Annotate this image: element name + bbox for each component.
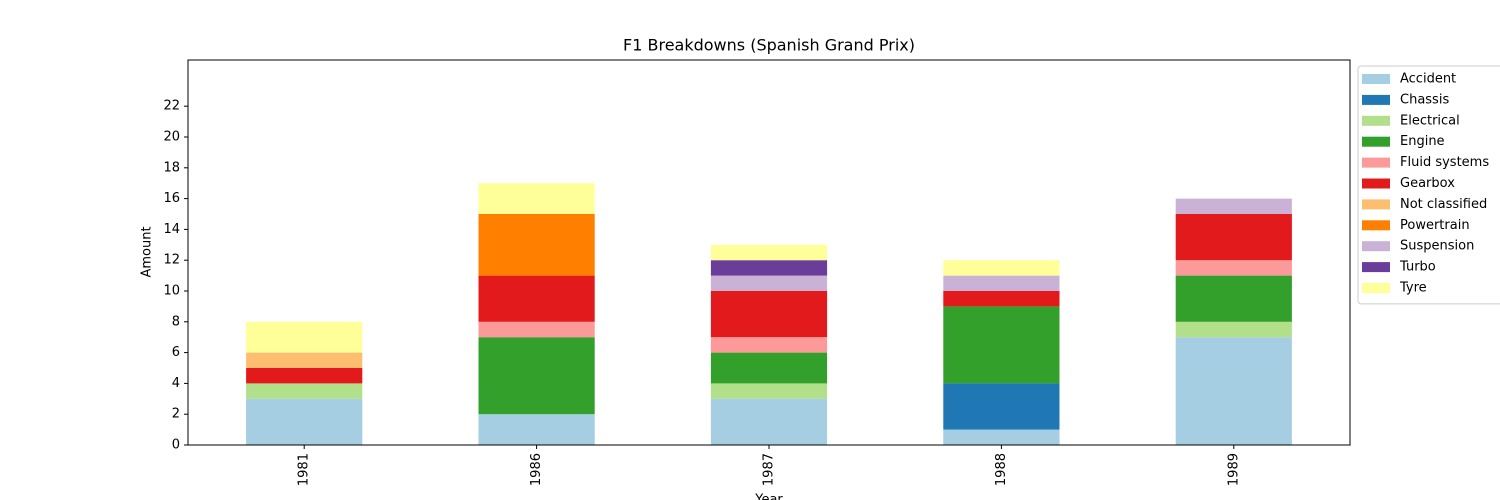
bar-segment <box>710 383 828 399</box>
plot-frame <box>187 59 1351 446</box>
legend-label: Chassis <box>1400 92 1449 107</box>
chart-title: F1 Breakdowns (Spanish Grand Prix) <box>623 36 915 55</box>
legend-label: Not classified <box>1400 197 1487 212</box>
legend-swatch <box>1362 115 1390 126</box>
bar-segment <box>943 291 1060 307</box>
legend-swatch <box>1362 74 1390 84</box>
y-tick-label: 22 <box>163 99 180 114</box>
bar-segment <box>943 429 1060 445</box>
bar-segment <box>478 214 595 276</box>
y-tick-label: 8 <box>172 314 180 329</box>
bar-segment <box>246 383 363 399</box>
legend-label: Electrical <box>1400 113 1460 128</box>
bar-segment <box>1175 321 1292 338</box>
bar-segment <box>1175 214 1292 261</box>
bar-segment <box>710 337 828 353</box>
legend-label: Engine <box>1400 134 1445 149</box>
bar-segment <box>710 352 828 384</box>
y-tick-label: 6 <box>172 345 180 360</box>
y-tick-label: 12 <box>163 253 180 268</box>
bar-segment <box>710 244 828 261</box>
y-tick-label: 20 <box>163 130 180 145</box>
bar-segment <box>246 321 363 353</box>
y-axis-label: Amount <box>140 226 155 277</box>
legend-swatch <box>1362 199 1390 210</box>
bar-segment <box>478 275 595 322</box>
legend-box <box>1357 65 1500 305</box>
x-tick-label: 1988 <box>994 453 1009 486</box>
bar-segment <box>943 383 1060 430</box>
legend-label: Suspension <box>1400 239 1474 254</box>
x-tick-label: 1989 <box>1226 453 1241 486</box>
bar-segment <box>478 183 595 214</box>
y-tick-label: 4 <box>172 376 180 391</box>
bar-segment <box>246 398 363 445</box>
bar-segment <box>710 260 828 276</box>
legend-label: Fluid systems <box>1400 155 1489 170</box>
y-tick-label: 0 <box>172 438 180 453</box>
legend-label: Tyre <box>1399 281 1427 296</box>
y-tick-label: 18 <box>163 160 180 175</box>
x-axis-label: Year <box>754 493 783 500</box>
bar-segment <box>1175 275 1292 322</box>
bar-segment <box>1175 337 1292 445</box>
bar-segment <box>478 321 595 338</box>
bar-segment <box>943 306 1060 384</box>
x-tick-label: 1986 <box>529 453 544 486</box>
bar-segment <box>943 275 1060 291</box>
bar-segment <box>478 337 595 415</box>
y-tick-label: 2 <box>172 407 180 422</box>
x-tick-label: 1987 <box>762 453 777 486</box>
y-tick-label: 16 <box>163 191 180 206</box>
legend-swatch <box>1362 94 1390 105</box>
legend-label: Gearbox <box>1400 176 1455 191</box>
bar-segment <box>1175 260 1292 276</box>
legend-swatch <box>1362 136 1390 147</box>
y-tick-label: 14 <box>163 222 180 237</box>
bar-segment <box>478 414 595 445</box>
x-tick-label: 1981 <box>297 453 312 486</box>
legend-label: Powertrain <box>1400 218 1470 233</box>
bar-segment <box>246 368 363 384</box>
legend-swatch <box>1362 283 1390 293</box>
legend-label: Accident <box>1400 72 1456 87</box>
bar-segment <box>943 260 1060 276</box>
legend-swatch <box>1362 178 1390 189</box>
legend-swatch <box>1362 220 1390 231</box>
y-tick-label: 10 <box>163 284 180 299</box>
legend-label: Turbo <box>1399 260 1436 275</box>
bar-segment <box>710 398 828 445</box>
bar-segment <box>710 291 828 338</box>
legend-swatch <box>1362 262 1390 273</box>
bar-segment <box>246 352 363 368</box>
bar-segment <box>1175 198 1292 214</box>
bar-segment <box>710 275 828 291</box>
legend-swatch <box>1362 157 1390 168</box>
legend-swatch <box>1362 241 1390 252</box>
